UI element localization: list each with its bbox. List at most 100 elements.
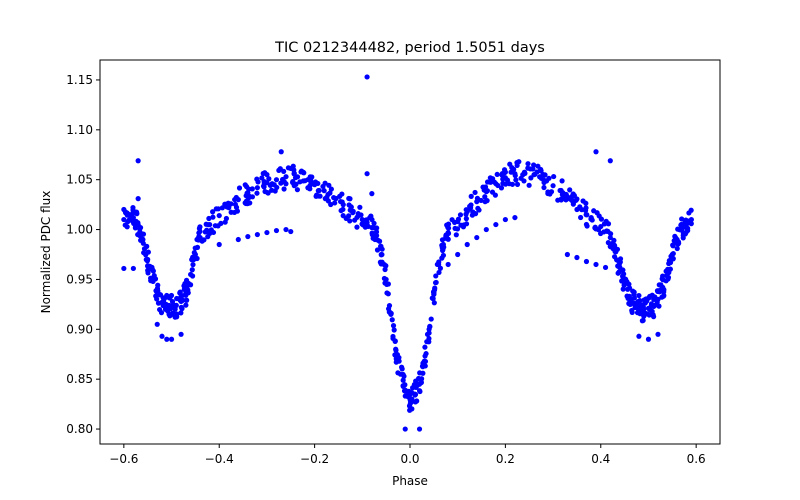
data-point [338, 207, 344, 214]
data-point [178, 310, 184, 316]
data-point [535, 163, 541, 169]
data-point [124, 224, 130, 230]
data-point [139, 236, 146, 242]
data-point [455, 216, 462, 222]
data-point [328, 186, 334, 192]
data-point [449, 217, 455, 223]
data-point [121, 216, 127, 223]
outlier-point [178, 331, 184, 337]
data-point [166, 302, 172, 309]
data-point [593, 226, 599, 232]
data-point [305, 185, 311, 191]
data-point [281, 168, 287, 174]
data-point [631, 289, 637, 295]
data-point [126, 217, 132, 223]
data-point [651, 303, 657, 310]
data-point [652, 294, 658, 300]
outlier-point [416, 426, 423, 432]
data-point [179, 292, 185, 299]
data-point [276, 167, 282, 173]
data-point [670, 250, 676, 257]
data-point [169, 299, 176, 305]
data-point [463, 211, 469, 217]
data-point [255, 179, 261, 185]
data-point [391, 327, 397, 333]
data-point [431, 300, 437, 306]
data-point [508, 169, 514, 175]
data-point [145, 263, 151, 269]
y-tick-label: 0.85 [66, 372, 93, 386]
y-tick-label: 0.80 [66, 422, 93, 436]
data-point [413, 384, 419, 391]
data-point [172, 305, 178, 311]
data-point [607, 234, 613, 241]
data-point [312, 179, 319, 185]
data-point [347, 196, 353, 202]
y-tick-label: 1.15 [66, 73, 93, 87]
data-point [428, 316, 434, 322]
data-point [607, 243, 613, 250]
data-point [494, 171, 500, 178]
data-point [290, 163, 296, 169]
data-point [189, 267, 195, 273]
y-axis-ticks: 0.80 0.85 0.90 0.95 1.00 1.05 1.10 1.15 [66, 73, 100, 436]
data-point [482, 194, 488, 200]
data-point [433, 279, 439, 286]
data-point [667, 259, 674, 266]
data-point [154, 296, 160, 302]
data-point [502, 181, 509, 187]
data-point [583, 200, 589, 206]
data-point [646, 312, 652, 318]
data-point [381, 275, 387, 282]
data-point [233, 194, 239, 201]
data-point [132, 225, 138, 231]
data-point [392, 338, 398, 344]
outlier-point [121, 265, 127, 272]
data-point [155, 300, 162, 306]
data-point [332, 200, 338, 206]
data-point [441, 244, 447, 250]
data-point [218, 220, 224, 226]
data-point [563, 195, 569, 201]
data-point [528, 175, 534, 181]
data-point [675, 226, 681, 232]
data-point [307, 177, 314, 183]
data-point [665, 274, 672, 281]
data-point [155, 282, 161, 288]
outlier-point [159, 333, 165, 339]
data-point [424, 339, 430, 345]
data-point [183, 302, 189, 308]
data-point [401, 373, 407, 379]
data-point [500, 176, 506, 182]
data-point [261, 179, 267, 185]
data-point [152, 276, 159, 282]
data-point [541, 179, 547, 186]
outlier-point [168, 336, 175, 342]
data-point [294, 174, 301, 180]
outlier-point [369, 191, 375, 197]
data-point [414, 398, 420, 404]
data-point [178, 304, 184, 310]
data-point [409, 396, 415, 402]
data-point [685, 225, 691, 231]
data-point [419, 376, 425, 382]
data-point [360, 220, 366, 226]
data-point [291, 167, 297, 173]
data-point [191, 250, 197, 256]
data-point [293, 181, 299, 187]
data-point [616, 264, 623, 270]
data-point [507, 161, 513, 167]
data-point [631, 295, 637, 301]
data-point [245, 200, 251, 206]
data-point [180, 297, 186, 303]
data-point [417, 388, 423, 395]
data-point [260, 183, 267, 189]
x-axis-ticks: −0.6 −0.4 −0.2 0.0 0.2 0.4 0.6 [109, 444, 706, 466]
y-tick-label: 0.90 [66, 322, 93, 336]
data-point [512, 172, 518, 179]
data-point [333, 195, 339, 202]
data-point [660, 293, 667, 299]
data-point [129, 212, 135, 218]
data-point [445, 225, 452, 231]
data-point [484, 188, 490, 194]
